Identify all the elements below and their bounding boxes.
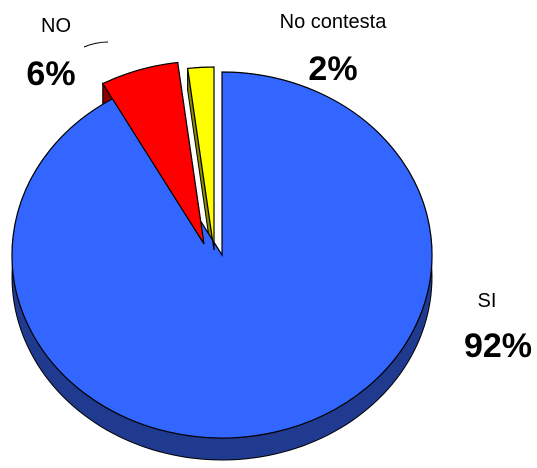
- slice-no: [101, 61, 205, 245]
- slice-si: [11, 71, 433, 439]
- slice-labels: SI 92% NO 6% No contesta 2%: [26, 11, 532, 365]
- slice-tops: [11, 61, 433, 439]
- slice-label-no-contesta-name: No contesta: [280, 11, 388, 33]
- slice-label-si-name: SI: [478, 290, 497, 312]
- leader-line-no: [83, 41, 109, 48]
- slice-label-si-value: 92%: [464, 327, 532, 365]
- leader-lines: [83, 41, 109, 48]
- slice-label-no-value: 6%: [26, 55, 75, 93]
- slice-no-contesta: [186, 66, 215, 251]
- slice-label-no-contesta-value: 2%: [308, 50, 357, 88]
- slice-label-no-name: NO: [41, 15, 71, 37]
